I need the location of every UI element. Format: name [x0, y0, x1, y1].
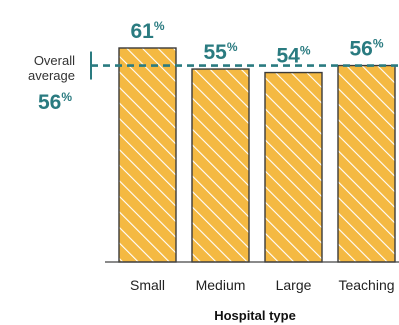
- category-label-medium: Medium: [196, 277, 246, 293]
- bar-teaching: [337, 64, 396, 263]
- bar-medium: [191, 68, 250, 263]
- value-suffix-large: %: [300, 44, 311, 58]
- average-label-line1: Overall: [34, 53, 75, 68]
- average-value-number: 56: [38, 91, 61, 114]
- x-axis-title: Hospital type: [214, 308, 296, 323]
- value-number-teaching: 56: [349, 38, 372, 61]
- value-label-large: 54%: [276, 44, 310, 68]
- value-number-large: 54: [276, 45, 300, 68]
- value-suffix-teaching: %: [373, 37, 384, 51]
- average-value-label: 56%: [38, 90, 72, 114]
- reference-line-group: Overall average 56%: [28, 51, 399, 114]
- value-number-small: 61: [130, 20, 154, 43]
- value-label-teaching: 56%: [349, 37, 383, 61]
- value-suffix-small: %: [154, 19, 165, 33]
- bar-small: [118, 47, 177, 263]
- category-label-large: Large: [276, 277, 312, 293]
- category-label-teaching: Teaching: [338, 277, 394, 293]
- average-label-line2: average: [28, 68, 75, 83]
- value-suffix-medium: %: [227, 40, 238, 54]
- value-label-medium: 55%: [203, 40, 237, 64]
- category-label-small: Small: [130, 277, 165, 293]
- bars-layer: [118, 47, 396, 263]
- value-number-medium: 55: [203, 41, 227, 64]
- average-value-suffix: %: [61, 90, 72, 104]
- value-label-small: 61%: [130, 19, 164, 43]
- bar-large: [264, 71, 323, 263]
- value-labels-layer: 61% Small 55% Medium 54% Large 56% Teaching: [130, 19, 395, 293]
